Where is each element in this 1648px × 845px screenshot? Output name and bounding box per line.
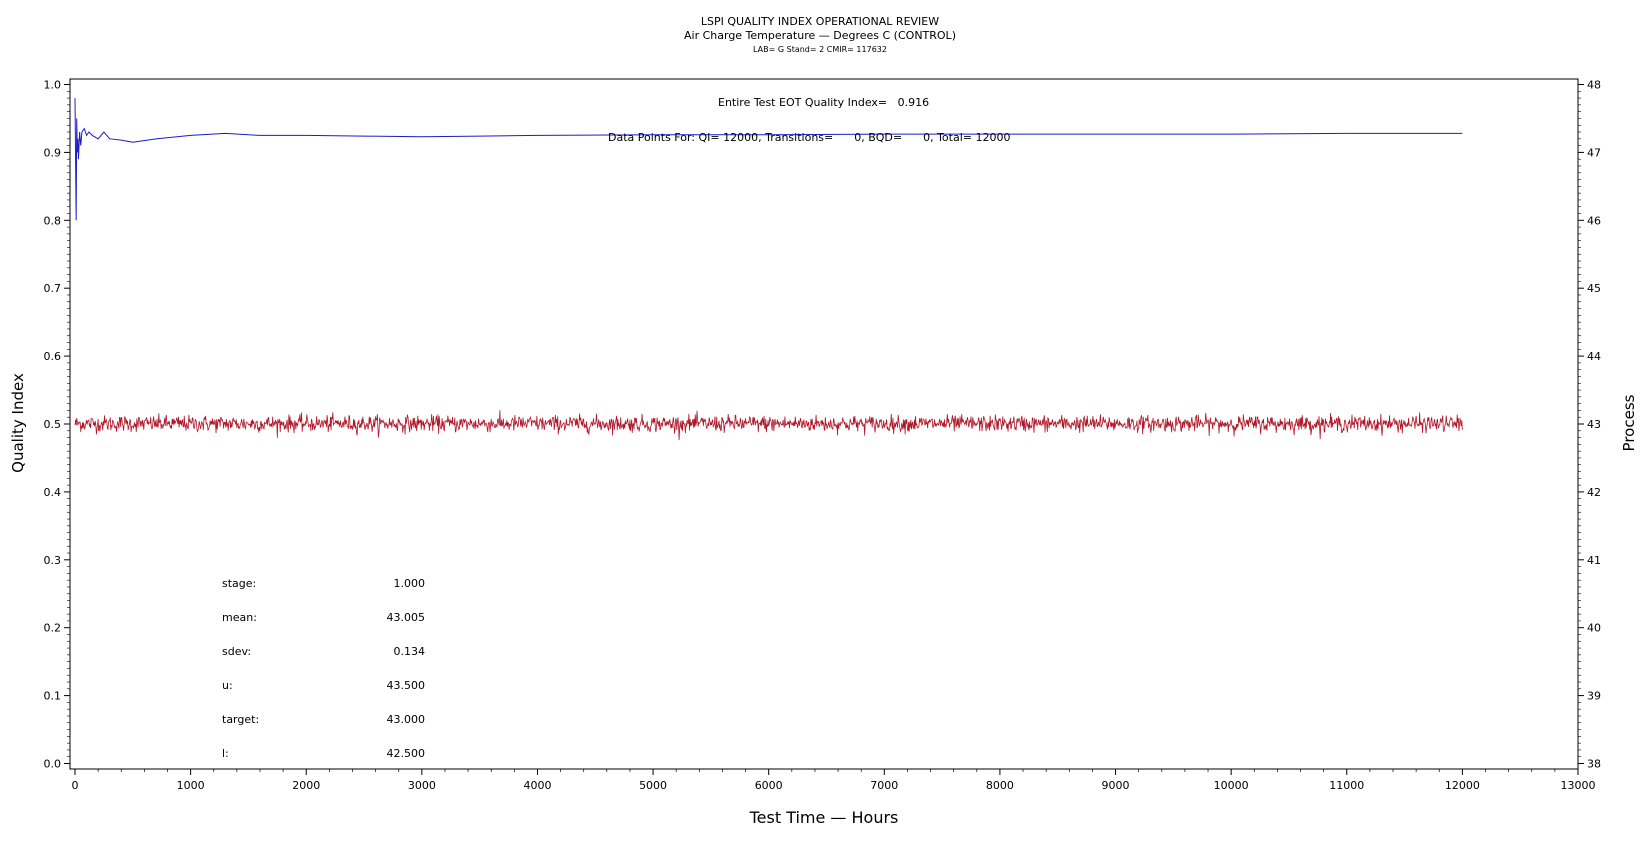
stat-value: 1.000 <box>394 577 426 590</box>
y-tick-label: 0.3 <box>44 554 62 567</box>
y2-axis-label: Process <box>1620 394 1638 451</box>
y2-tick-label: 42 <box>1587 486 1601 499</box>
x-tick-label: 13000 <box>1561 779 1596 792</box>
stat-label: stage: <box>222 577 256 590</box>
quality-index-line <box>74 98 1463 221</box>
x-axis-label: Test Time — Hours <box>749 808 899 827</box>
y-tick-label: 0.6 <box>44 350 62 363</box>
quality-index-series <box>74 98 1463 221</box>
stat-value: 43.000 <box>387 713 426 726</box>
y-axis-right: 38 39 40 41 42 43 44 45 46 47 48 <box>1578 79 1601 771</box>
y-axis-left: 0.0 0.1 0.2 0.3 0.4 0.5 0.6 0.7 0.8 0.9 1.0 <box>44 79 70 771</box>
y-tick-label: 0.7 <box>44 282 62 295</box>
stats-block: stage: 1.000 mean: 43.005 sdev: 0.134 u: 43.500… <box>222 577 425 760</box>
x-tick-label: 6000 <box>755 779 783 792</box>
x-tick-label: 11000 <box>1329 779 1364 792</box>
y2-tick-label: 38 <box>1587 758 1601 771</box>
x-tick-label: 12000 <box>1445 779 1480 792</box>
x-tick-label: 5000 <box>639 779 667 792</box>
data-points-label: Data Points For: QI= 12000, Transitions=… <box>608 131 1010 144</box>
y2-tick-label: 44 <box>1587 350 1601 363</box>
y-tick-label: 0.8 <box>44 214 62 227</box>
y2-tick-label: 43 <box>1587 418 1601 431</box>
y-tick-label: 0.0 <box>44 758 62 771</box>
chart-subtitle: Air Charge Temperature — Degrees C (CONT… <box>684 29 956 42</box>
stat-value: 0.134 <box>394 645 426 658</box>
y-tick-label: 0.4 <box>44 486 62 499</box>
y2-tick-label: 46 <box>1587 214 1601 227</box>
y-tick-label: 0.1 <box>44 690 62 703</box>
y-tick-label: 0.5 <box>44 418 62 431</box>
stat-label: sdev: <box>222 645 251 658</box>
x-tick-label: 9000 <box>1102 779 1130 792</box>
x-tick-label: 4000 <box>523 779 551 792</box>
x-axis: 0 1000 2000 3000 4000 5000 6000 7000 8000 9000 100… <box>72 769 1596 792</box>
y2-tick-label: 45 <box>1587 282 1601 295</box>
y2-tick-label: 39 <box>1587 690 1601 703</box>
y2-tick-label: 40 <box>1587 622 1601 635</box>
chart-title: LSPI QUALITY INDEX OPERATIONAL REVIEW <box>701 15 939 28</box>
chart-subtitle-small: LAB= G Stand= 2 CMIR= 117632 <box>753 45 887 54</box>
x-tick-label: 2000 <box>292 779 320 792</box>
x-tick-label: 8000 <box>986 779 1014 792</box>
y-tick-label: 1.0 <box>44 79 62 92</box>
y2-tick-label: 47 <box>1587 146 1601 159</box>
stat-label: l: <box>222 747 229 760</box>
x-tick-label: 1000 <box>177 779 205 792</box>
stat-value: 42.500 <box>387 747 426 760</box>
y-axis-label: Quality Index <box>9 373 27 473</box>
x-tick-label: 0 <box>72 779 79 792</box>
stat-label: mean: <box>222 611 257 624</box>
y-tick-label: 0.9 <box>44 146 62 159</box>
y2-tick-label: 41 <box>1587 554 1601 567</box>
y2-tick-label: 48 <box>1587 79 1601 92</box>
process-series <box>74 410 1463 441</box>
y-tick-label: 0.2 <box>44 622 62 635</box>
x-tick-label: 3000 <box>408 779 436 792</box>
eot-quality-index-label: Entire Test EOT Quality Index= 0.916 <box>718 96 929 109</box>
x-tick-label: 7000 <box>870 779 898 792</box>
stat-label: u: <box>222 679 233 692</box>
x-tick-label: 10000 <box>1214 779 1249 792</box>
stat-value: 43.500 <box>387 679 426 692</box>
stat-value: 43.005 <box>387 611 426 624</box>
stat-label: target: <box>222 713 259 726</box>
process-line <box>74 410 1463 441</box>
